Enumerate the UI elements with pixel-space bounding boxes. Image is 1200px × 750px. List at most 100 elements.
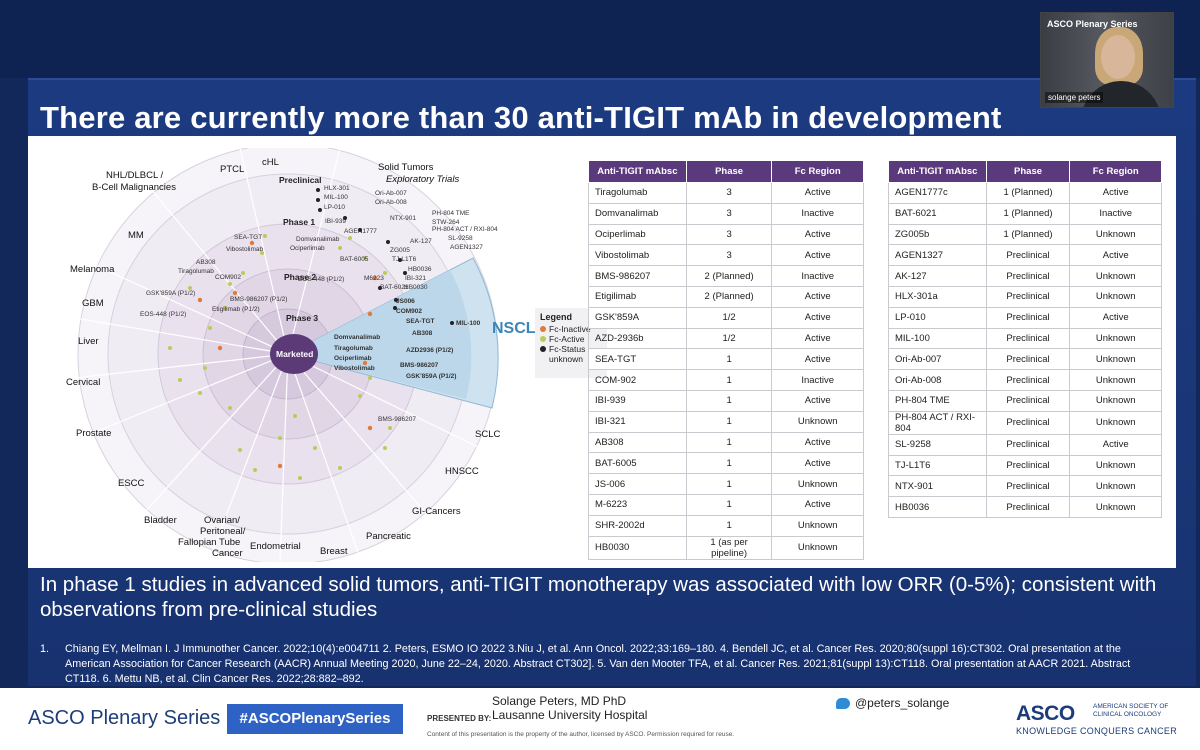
drug-label: Ociperlimab (290, 245, 325, 252)
phase-cell: 1 (685, 473, 773, 495)
drug-label: PH-804 TME (432, 210, 470, 217)
table-row: Tiragolumab 3 Active (588, 182, 864, 204)
phase-cell: Preclinical (985, 475, 1071, 498)
fc-unknown-dot-icon (540, 346, 546, 352)
table-row: Ociperlimab 3 Active (588, 223, 864, 246)
key-finding-text: In phase 1 studies in advanced solid tum… (40, 573, 1157, 621)
phase-cell: 1 (685, 389, 773, 412)
antibody-name-cell: BAT-6021 (888, 202, 987, 225)
table-row: ZG005b 1 (Planned) Unknown (888, 223, 1162, 246)
drug-label: Etigilimab (P1/2) (212, 306, 260, 313)
antibody-name-cell: AGEN1777c (888, 182, 987, 204)
speaker-name: solange peters (1045, 92, 1104, 103)
legend-item: Fc-Status unknown (540, 344, 602, 364)
tumor-label: cHL (262, 157, 279, 168)
antibody-name-cell: Ori-Ab-007 (888, 348, 987, 371)
twitter-icon (836, 697, 850, 709)
drug-label: SL-9258 (448, 235, 473, 242)
table-row: SL-9258 Preclinical Active (888, 433, 1162, 456)
fc-region-cell: Active (771, 223, 864, 246)
drug-label: BAT-6021 (380, 284, 409, 291)
tumor-label: Peritoneal/ (200, 526, 246, 537)
fc-region-cell: Unknown (1069, 327, 1162, 350)
fc-region-cell: Active (1069, 433, 1162, 456)
drug-label: SEA-TGT (234, 234, 263, 241)
tumor-label: PTCL (220, 164, 245, 175)
table-row: BAT-6005 1 Active (588, 452, 864, 475)
drug-label: MIL-100 (456, 320, 481, 327)
footer-brand: ASCO Plenary Series (28, 707, 221, 729)
fc-region-cell: Active (771, 182, 864, 204)
fc-region-cell: Unknown (771, 410, 864, 433)
drug-label: AK-127 (410, 238, 432, 245)
table-row: M-6223 1 Active (588, 493, 864, 516)
phase-cell: Preclinical (985, 369, 1071, 391)
antibody-name-cell: AB308 (588, 431, 687, 454)
antibody-name-cell: LP-010 (888, 306, 987, 329)
table-row: TJ-L1T6 Preclinical Unknown (888, 454, 1162, 477)
fc-inactive-dot-icon (540, 326, 546, 332)
antibody-name-cell: AGEN1327 (888, 244, 987, 267)
tumor-label: MM (128, 230, 144, 241)
phase-cell: Preclinical (985, 285, 1071, 308)
phase-cell: Preclinical (985, 327, 1071, 350)
drug-label: EOS-448 (P1/2) (298, 276, 345, 283)
table-row: AK-127 Preclinical Unknown (888, 265, 1162, 287)
asco-tagline: KNOWLEDGE CONQUERS CANCER (1016, 726, 1178, 736)
drug-label: M6223 (364, 275, 384, 282)
tumor-label: Prostate (76, 428, 112, 439)
fc-region-cell: Inactive (1069, 202, 1162, 225)
twitter-handle[interactable]: @peters_solange (836, 696, 949, 710)
tumor-label: B-Cell Malignancies (92, 182, 176, 193)
phase-cell: 1 (as per pipeline) (685, 535, 773, 560)
tumor-label: Melanoma (70, 264, 115, 275)
phase-cell: 1 (Planned) (985, 223, 1071, 246)
video-brand: ASCO Plenary Series (1047, 19, 1138, 29)
table-row: AGEN1327 Preclinical Active (888, 244, 1162, 267)
drug-label: Tiragolumab (178, 268, 214, 275)
table-row: SHR-2002d 1 Unknown (588, 514, 864, 537)
antibody-name-cell: AZD-2936b (588, 327, 687, 350)
fc-region-cell: Unknown (1069, 265, 1162, 287)
antibody-name-cell: M-6223 (588, 493, 687, 516)
drug-label: AGEN1327 (450, 244, 483, 251)
tumor-label: Fallopian Tube (178, 537, 241, 548)
antibody-name-cell: HB0030 (588, 535, 687, 560)
antibody-name-cell: MIL-100 (888, 327, 987, 350)
drug-label: PH-804 ACT / RXI-804 (432, 226, 498, 233)
fc-region-cell: Unknown (1069, 285, 1162, 308)
drug-label: BMS-986207 (P1/2) (230, 296, 288, 303)
phase-cell: 1 (685, 431, 773, 454)
antibody-name-cell: TJ-L1T6 (888, 454, 987, 477)
drug-label: IBI-939 (325, 218, 346, 225)
antibody-name-cell: Vibostolimab (588, 244, 687, 267)
tumor-label: Bladder (144, 515, 177, 526)
table-row: Vibostolimab 3 Active (588, 244, 864, 267)
table-row: IBI-939 1 Active (588, 389, 864, 412)
fc-region-cell: Active (771, 452, 864, 475)
table-row: Ori-Ab-007 Preclinical Unknown (888, 348, 1162, 371)
drug-label: EOS-448 (P1/2) (140, 311, 187, 318)
tumor-label: Liver (78, 336, 99, 347)
fc-region-cell: Inactive (771, 265, 864, 287)
phase-cell: 1/2 (685, 306, 773, 329)
table-row: Etigilimab 2 (Planned) Active (588, 285, 864, 308)
fc-region-cell: Active (1069, 182, 1162, 204)
antibody-name-cell: BMS-986207 (588, 265, 687, 287)
antibody-name-cell: ZG005b (888, 223, 987, 246)
phase-cell: 3 (685, 244, 773, 267)
fc-region-cell: Unknown (1069, 454, 1162, 477)
table-row: HB0030 1 (as per pipeline) Unknown (588, 535, 864, 560)
fc-region-cell: Unknown (1069, 389, 1162, 412)
tumor-label: Breast (320, 546, 348, 557)
tumor-label: NHL/DLBCL / (106, 170, 164, 181)
phase-cell: 1 (685, 369, 773, 391)
tumor-label: ESCC (118, 478, 145, 489)
phase-cell: Preclinical (985, 348, 1071, 371)
antibody-name-cell: PH-804 ACT / RXI-804 (888, 410, 987, 435)
phase-cell: 1 (Planned) (985, 202, 1071, 225)
hashtag-badge[interactable]: #ASCOPlenarySeries (227, 704, 403, 734)
table-row: MIL-100 Preclinical Unknown (888, 327, 1162, 350)
phase-label: Phase 1 (283, 217, 316, 227)
drug-label: Tiragolumab (334, 345, 373, 352)
